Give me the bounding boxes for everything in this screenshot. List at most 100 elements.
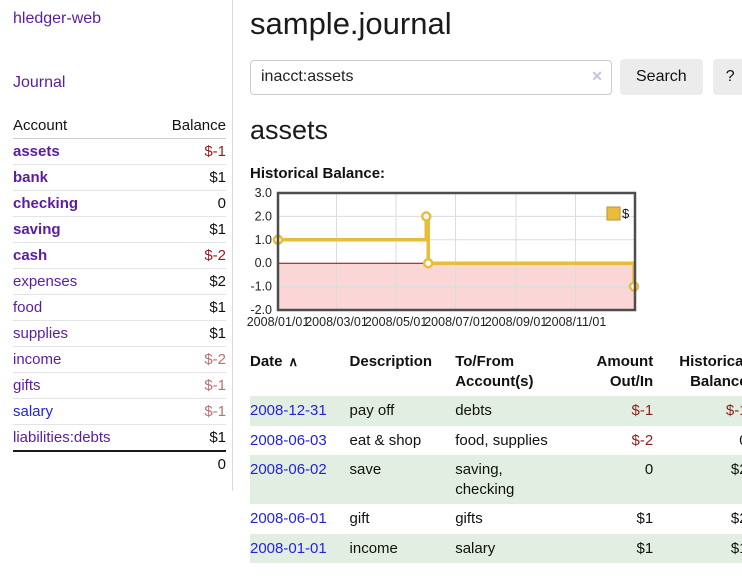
svg-text:2008/07/01: 2008/07/01 [424, 315, 487, 329]
transaction-row: 2008-01-01 income salary $1 $1 [250, 533, 742, 563]
account-link-income[interactable]: income [13, 351, 62, 368]
account-row: checking 0 [13, 190, 226, 217]
transaction-date-link[interactable]: 2008-06-03 [250, 431, 327, 449]
column-header-date[interactable]: Date ∧ [250, 353, 299, 370]
transaction-date-link[interactable]: 2008-06-01 [250, 510, 327, 527]
account-link-bank[interactable]: bank [13, 169, 49, 186]
transaction-balance: 0 [653, 426, 742, 456]
transaction-amount: $-2 [631, 431, 654, 449]
sidebar: hledger-web Journal Account Balance asse… [0, 0, 233, 491]
account-row: salary $-1 [13, 398, 226, 425]
account-link-assets[interactable]: assets [13, 143, 60, 160]
transaction-accounts: salary [455, 539, 496, 557]
account-link-liabilities-debts[interactable]: liabilities:debts [13, 429, 111, 446]
transaction-row: 2008-12-31 pay off debts $-1 $-1 [250, 396, 742, 426]
help-button[interactable]: ? [712, 59, 742, 95]
page-title: sample.journal [250, 6, 452, 41]
account-link-expenses[interactable]: expenses [13, 273, 78, 290]
accounts-total-value: 0 [217, 456, 226, 473]
account-link-cash[interactable]: cash [13, 247, 48, 264]
svg-text:2008/03/01: 2008/03/01 [305, 315, 368, 329]
transaction-date-link[interactable]: 2008-12-31 [250, 402, 327, 419]
account-row: food $1 [13, 294, 226, 321]
sidebar-item-journal[interactable]: Journal [13, 74, 66, 91]
search-bar: ✕ Search ? [250, 59, 742, 95]
account-link-salary[interactable]: salary [13, 403, 54, 420]
transaction-accounts: gifts [455, 510, 483, 527]
column-header-amount: Amount Out/In [596, 353, 654, 390]
accounts-header-balance: Balance [171, 117, 226, 134]
svg-text:$: $ [622, 206, 630, 221]
transaction-row: 2008-06-02 save saving, checking 0 $2 [250, 455, 742, 504]
transaction-date-link[interactable]: 2008-06-02 [250, 461, 327, 478]
svg-text:-2.0: -2.0 [250, 303, 272, 317]
svg-text:-1.0: -1.0 [250, 280, 272, 294]
svg-text:2008/01/01: 2008/01/01 [247, 315, 310, 329]
accounts-table: Account Balance assets $-1 bank $1 checking 0… [13, 113, 226, 477]
account-balance: $1 [209, 169, 226, 186]
account-balance: $-1 [204, 143, 226, 160]
transaction-amount: $-1 [631, 402, 654, 419]
account-balance: $2 [209, 273, 226, 290]
account-row: supplies $1 [13, 320, 226, 347]
account-row: expenses $2 [13, 268, 226, 295]
svg-text:2008/11/01: 2008/11/01 [545, 315, 607, 329]
historical-balance-chart: $3.0 2.0 1.0 0.0 -1.0 -2.02008/01/012008/03/0… [247, 186, 640, 329]
chart-label: Historical Balance: [250, 165, 386, 182]
account-row: saving $1 [13, 216, 226, 243]
svg-text:1.0: 1.0 [255, 233, 272, 247]
search-input[interactable] [250, 59, 612, 95]
account-row: liabilities:debts $1 [13, 424, 226, 452]
brand-link[interactable]: hledger-web [13, 10, 102, 27]
main-content: sample.journal ✕ Search ? assets Histori… [233, 0, 742, 563]
column-header-balance: Historical Balance [679, 353, 742, 390]
account-balance: $-1 [204, 377, 226, 394]
register-table: Date ∧ Description To/From Account(s) Amo… [250, 350, 742, 563]
transaction-row: 2008-06-03 eat & shop food, supplies $-20 [250, 426, 742, 456]
transaction-accounts: food, supplies [455, 431, 548, 449]
account-link-saving[interactable]: saving [13, 221, 61, 238]
svg-text:3.0: 3.0 [255, 186, 272, 200]
account-balance: $-2 [204, 247, 226, 264]
register-header-row: Date ∧ Description To/From Account(s) Amo… [250, 350, 742, 396]
account-row: income $-2 [13, 346, 226, 373]
svg-text:2.0: 2.0 [255, 209, 272, 223]
account-link-checking[interactable]: checking [13, 195, 79, 212]
account-balance: $1 [209, 299, 226, 316]
transaction-description: save [349, 461, 382, 478]
account-link-gifts[interactable]: gifts [13, 377, 41, 394]
transaction-amount: $1 [636, 539, 654, 557]
transaction-row: 2008-06-01 gift gifts $1 $2 [250, 504, 742, 534]
search-button[interactable]: Search [620, 59, 703, 95]
sort-asc-icon: ∧ [288, 354, 299, 369]
account-balance: 0 [217, 195, 226, 212]
account-title: assets [250, 115, 329, 145]
account-balance: $-2 [204, 351, 226, 368]
svg-text:2008/09/01: 2008/09/01 [485, 315, 548, 329]
account-balance: $1 [209, 429, 226, 446]
transaction-date-link[interactable]: 2008-01-01 [250, 539, 327, 557]
account-balance: $1 [209, 325, 226, 342]
account-balance: $1 [209, 221, 226, 238]
account-link-supplies[interactable]: supplies [13, 325, 69, 342]
transaction-description: pay off [349, 402, 395, 419]
transaction-amount: $1 [636, 510, 654, 527]
transaction-balance: $2 [730, 461, 742, 478]
account-row: assets $-1 [13, 139, 226, 165]
account-link-food[interactable]: food [13, 299, 43, 316]
accounts-header-row: Account Balance [13, 113, 226, 139]
transaction-accounts: debts [455, 402, 492, 419]
transaction-balance: $2 [730, 510, 742, 527]
transaction-description: income [349, 539, 398, 557]
clear-search-icon[interactable]: ✕ [591, 67, 603, 84]
column-header-description: Description [349, 353, 433, 370]
accounts-header-account: Account [13, 117, 68, 134]
svg-text:2008/05/01: 2008/05/01 [365, 315, 428, 329]
transaction-amount: 0 [644, 461, 654, 478]
transaction-balance: $1 [730, 539, 742, 557]
svg-text:0.0: 0.0 [255, 256, 272, 270]
app-window: hledger-web Journal Account Balance asse… [0, 0, 742, 563]
transaction-description: gift [349, 510, 370, 527]
transaction-accounts: saving, checking [455, 461, 515, 498]
transaction-description: eat & shop [349, 431, 422, 449]
